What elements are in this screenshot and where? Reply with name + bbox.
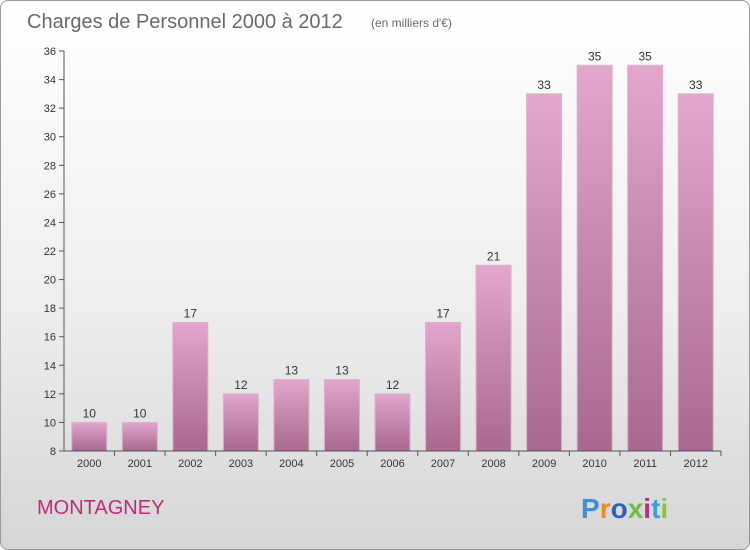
- value-label-2001: 10: [133, 406, 147, 420]
- x-tick-label-2007: 2007: [431, 458, 455, 470]
- logo-letter: P: [581, 493, 600, 524]
- y-tick-label-8: 8: [50, 446, 56, 458]
- y-tick-label-12: 12: [44, 389, 56, 401]
- bar-2002: [172, 321, 209, 452]
- y-tick-label-20: 20: [44, 275, 56, 287]
- x-tick-label-2010: 2010: [582, 458, 606, 470]
- y-tick-label-16: 16: [44, 332, 56, 344]
- y-tick-label-36: 36: [44, 46, 56, 58]
- bar-2009: [526, 93, 563, 452]
- logo-letter: o: [611, 493, 628, 524]
- x-tick-label-2003: 2003: [229, 458, 253, 470]
- logo-letter: r: [600, 493, 611, 524]
- bar-2003: [222, 393, 259, 452]
- y-tick-label-18: 18: [44, 303, 56, 315]
- x-tick-label-2008: 2008: [481, 458, 505, 470]
- y-tick-label-26: 26: [44, 189, 56, 201]
- bar-2010: [576, 64, 613, 452]
- chart-subtitle: (en milliers d'€): [371, 16, 452, 30]
- logo-letter: t: [651, 493, 660, 524]
- value-label-2011: 35: [639, 49, 653, 63]
- bar-2000: [71, 421, 108, 452]
- logo-letter: i: [660, 493, 668, 524]
- x-tick-label-2005: 2005: [330, 458, 354, 470]
- y-tick-label-10: 10: [44, 417, 56, 429]
- x-tick-label-2002: 2002: [178, 458, 202, 470]
- value-label-2004: 13: [285, 364, 299, 378]
- x-tick-label-2011: 2011: [633, 458, 657, 470]
- y-tick-label-28: 28: [44, 160, 56, 172]
- chart-title: Charges de Personnel 2000 à 2012: [27, 11, 343, 33]
- x-tick-label-2001: 2001: [128, 458, 152, 470]
- value-label-2005: 13: [335, 364, 349, 378]
- value-label-2000: 10: [83, 406, 97, 420]
- y-tick-label-32: 32: [44, 103, 56, 115]
- bar-2011: [627, 64, 664, 452]
- value-label-2009: 33: [537, 78, 551, 92]
- value-label-2010: 35: [588, 49, 602, 63]
- value-label-2012: 33: [689, 78, 703, 92]
- bar-2012: [677, 93, 714, 452]
- x-tick-label-2006: 2006: [380, 458, 404, 470]
- x-tick-label-2004: 2004: [279, 458, 303, 470]
- x-tick-label-2009: 2009: [532, 458, 556, 470]
- bar-2004: [273, 379, 310, 452]
- value-label-2003: 12: [234, 378, 248, 392]
- y-tick-label-14: 14: [44, 360, 56, 372]
- logo-letter: x: [628, 493, 644, 524]
- value-label-2002: 17: [184, 306, 198, 320]
- proxiti-logo: Proxiti: [581, 493, 668, 524]
- bar-2006: [374, 393, 411, 452]
- logo-letter: i: [643, 493, 651, 524]
- x-tick-label-2012: 2012: [683, 458, 707, 470]
- y-tick-label-34: 34: [44, 75, 56, 87]
- value-label-2007: 17: [436, 306, 450, 320]
- bar-2005: [323, 379, 360, 452]
- x-tick-label-2000: 2000: [77, 458, 101, 470]
- bar-2001: [121, 421, 158, 452]
- value-label-2008: 21: [487, 249, 501, 263]
- y-tick-label-30: 30: [44, 132, 56, 144]
- place-name: MONTAGNEY: [37, 497, 164, 519]
- y-tick-label-24: 24: [44, 217, 56, 229]
- value-label-2006: 12: [386, 378, 400, 392]
- bar-2008: [475, 264, 512, 452]
- y-tick-label-22: 22: [44, 246, 56, 258]
- bar-2007: [425, 321, 462, 452]
